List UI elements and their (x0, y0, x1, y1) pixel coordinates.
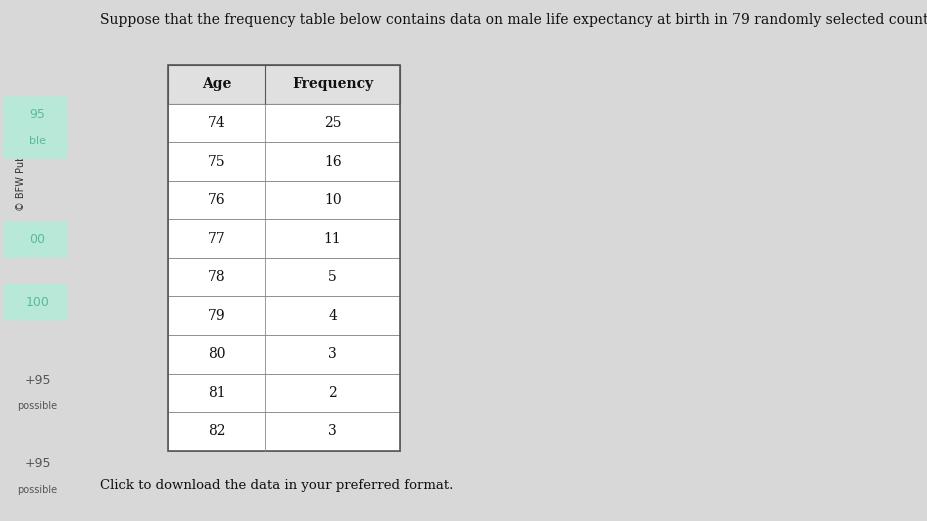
Text: 78: 78 (208, 270, 225, 284)
FancyBboxPatch shape (168, 181, 400, 219)
Text: possible: possible (18, 485, 57, 495)
FancyBboxPatch shape (4, 122, 68, 159)
Text: 00: 00 (30, 233, 45, 246)
FancyBboxPatch shape (168, 104, 400, 142)
Text: © BFW Publishers: © BFW Publishers (16, 122, 26, 211)
Text: 79: 79 (208, 309, 225, 322)
Text: 25: 25 (324, 116, 341, 130)
Text: 74: 74 (208, 116, 225, 130)
FancyBboxPatch shape (168, 374, 400, 412)
Text: 76: 76 (208, 193, 225, 207)
Text: 2: 2 (328, 386, 337, 400)
Text: 11: 11 (324, 232, 341, 245)
Text: 77: 77 (208, 232, 225, 245)
Text: Suppose that the frequency table below contains data on male life expectancy at : Suppose that the frequency table below c… (100, 13, 927, 27)
Text: 82: 82 (208, 425, 225, 438)
Text: 3: 3 (328, 425, 337, 438)
Text: 80: 80 (208, 348, 225, 361)
FancyBboxPatch shape (168, 258, 400, 296)
Text: ble: ble (29, 135, 46, 146)
Text: 10: 10 (324, 193, 341, 207)
FancyBboxPatch shape (168, 142, 400, 181)
Text: 16: 16 (324, 155, 341, 168)
FancyBboxPatch shape (168, 335, 400, 374)
Text: possible: possible (18, 401, 57, 412)
Text: 5: 5 (328, 270, 337, 284)
Text: 95: 95 (30, 108, 45, 121)
FancyBboxPatch shape (168, 412, 400, 451)
Text: +95: +95 (24, 457, 51, 470)
FancyBboxPatch shape (168, 296, 400, 335)
Text: 100: 100 (26, 296, 49, 308)
Text: 81: 81 (208, 386, 225, 400)
Text: 3: 3 (328, 348, 337, 361)
Text: 4: 4 (328, 309, 337, 322)
FancyBboxPatch shape (4, 221, 68, 258)
Text: +95: +95 (24, 374, 51, 387)
FancyBboxPatch shape (4, 284, 68, 320)
Text: Click to download the data in your preferred format.: Click to download the data in your prefe… (100, 479, 453, 492)
Text: Frequency: Frequency (292, 78, 373, 91)
Text: 75: 75 (208, 155, 225, 168)
FancyBboxPatch shape (168, 219, 400, 258)
Text: Age: Age (201, 78, 231, 91)
FancyBboxPatch shape (168, 65, 400, 104)
FancyBboxPatch shape (4, 96, 68, 133)
